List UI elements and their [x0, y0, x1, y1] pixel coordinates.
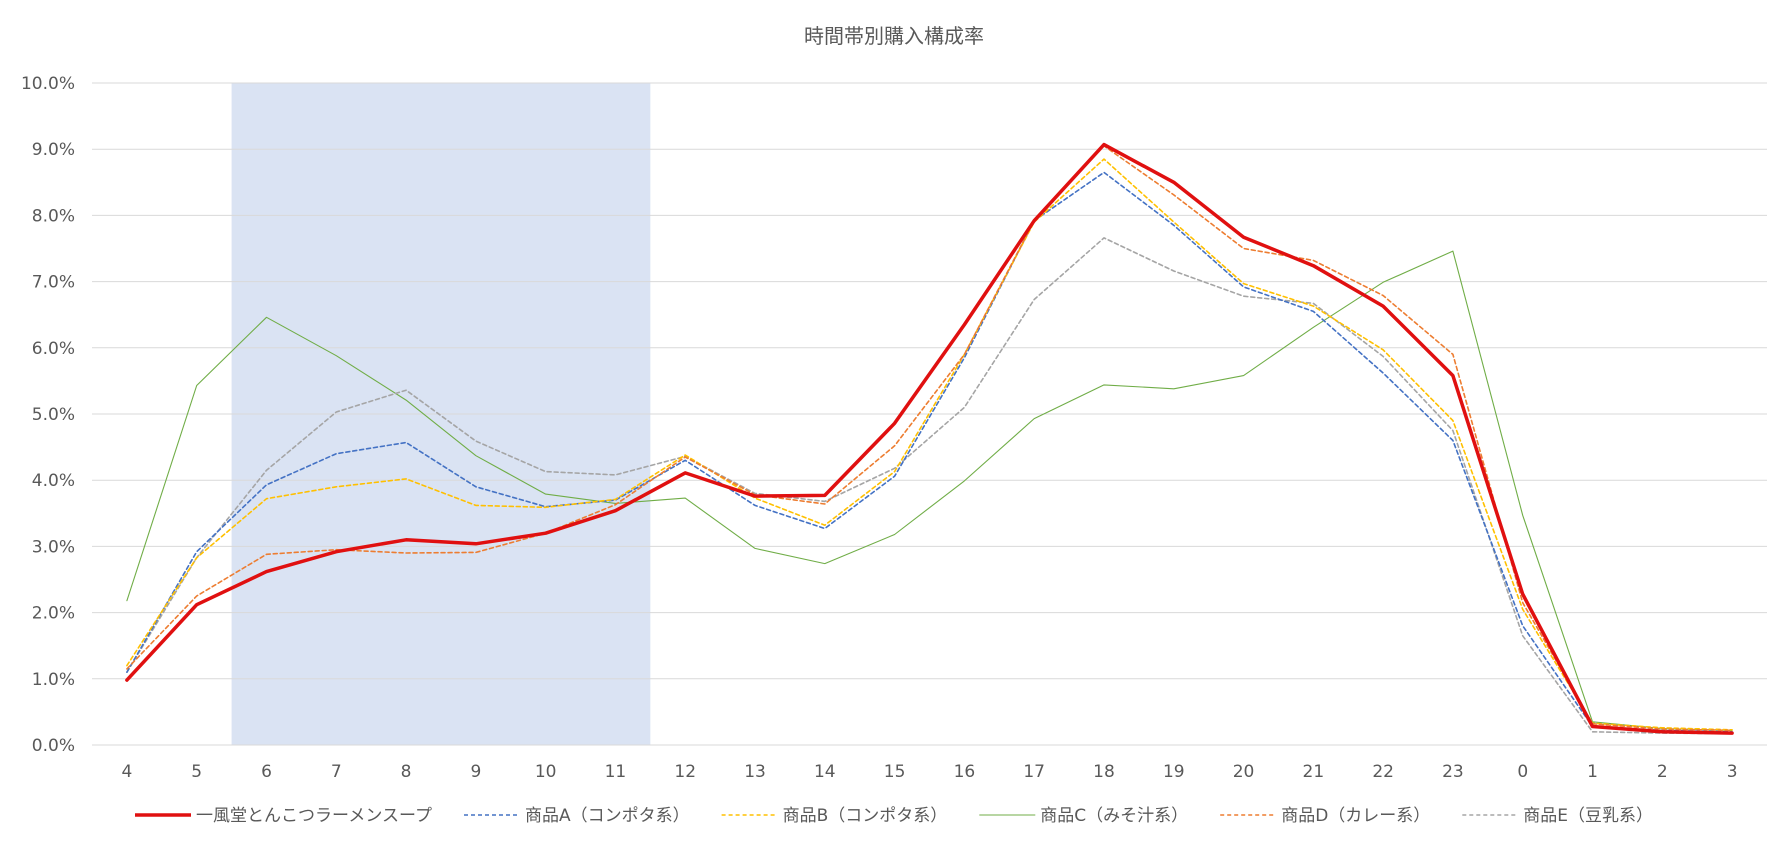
x-tick-label: 1: [1587, 762, 1598, 782]
x-tick-label: 5: [191, 762, 202, 782]
x-tick-label: 7: [331, 762, 342, 782]
y-tick-label: 9.0%: [32, 140, 75, 160]
x-tick-label: 0: [1517, 762, 1528, 782]
x-tick-label: 3: [1727, 762, 1738, 782]
x-tick-label: 14: [814, 762, 836, 782]
x-tick-label: 9: [470, 762, 481, 782]
series-line-4: [126, 145, 1733, 732]
legend-label: 商品A（コンポタ系）: [525, 806, 690, 826]
y-tick-label: 3.0%: [32, 537, 75, 557]
x-tick-label: 15: [884, 762, 906, 782]
x-axis-tick-labels: 4 5 6 7 8 9 10 11 12 13 14 15 16 17 18 19 20 21 22 23 0 1 2 3: [121, 762, 1737, 782]
series-line-2: [126, 158, 1733, 731]
x-tick-label: 17: [1023, 762, 1045, 782]
x-tick-label: 23: [1442, 762, 1464, 782]
x-tick-label: 16: [954, 762, 976, 782]
legend-label: 商品D（カレー系）: [1281, 806, 1430, 826]
legend-item-3: 商品C（みそ汁系）: [979, 806, 1188, 826]
y-tick-label: 8.0%: [32, 206, 75, 226]
legend-label: 一風堂とんこつラーメンスープ: [196, 806, 432, 826]
x-tick-label: 20: [1233, 762, 1255, 782]
legend-label: 商品C（みそ汁系）: [1040, 806, 1188, 826]
x-tick-label: 6: [261, 762, 272, 782]
series-line-3: [126, 250, 1733, 731]
series-lines: [125, 142, 1734, 735]
x-tick-label: 8: [401, 762, 412, 782]
y-tick-label: 0.0%: [32, 736, 75, 756]
x-tick-label: 12: [674, 762, 696, 782]
legend-item-2: 商品B（コンポタ系）: [721, 806, 948, 826]
series-line-0: [125, 142, 1734, 735]
x-tick-label: 10: [535, 762, 557, 782]
y-tick-label: 5.0%: [32, 405, 75, 425]
y-tick-label: 10.0%: [21, 74, 75, 94]
x-tick-label: 4: [121, 762, 132, 782]
gridlines: [92, 82, 1767, 746]
legend-item-4: 商品D（カレー系）: [1220, 806, 1430, 826]
legend-item-0: 一風堂とんこつラーメンスープ: [135, 806, 432, 826]
x-tick-label: 11: [605, 762, 627, 782]
x-tick-label: 21: [1303, 762, 1325, 782]
x-tick-label: 18: [1093, 762, 1115, 782]
y-tick-label: 7.0%: [32, 273, 75, 293]
x-tick-label: 19: [1163, 762, 1185, 782]
y-tick-label: 2.0%: [32, 604, 75, 624]
x-tick-label: 22: [1372, 762, 1394, 782]
legend-item-5: 商品E（豆乳系）: [1462, 806, 1653, 826]
legend-label: 商品B（コンポタ系）: [783, 806, 948, 826]
series-line-1: [126, 171, 1733, 733]
y-axis-tick-labels: 0.0% 1.0% 2.0% 3.0% 4.0% 5.0% 6.0% 7.0% 8.0% 9.0%…: [21, 74, 75, 756]
x-tick-label: 13: [744, 762, 766, 782]
x-tick-label: 2: [1657, 762, 1668, 782]
chart-title: 時間帯別購入構成率: [804, 24, 984, 48]
legend-label: 商品E（豆乳系）: [1523, 806, 1653, 826]
legend-item-1: 商品A（コンポタ系）: [464, 806, 690, 826]
y-tick-label: 1.0%: [32, 670, 75, 690]
series-line-5: [126, 237, 1733, 735]
legend: 一風堂とんこつラーメンスープ 商品A（コンポタ系） 商品B（コンポタ系） 商品C（みそ…: [135, 806, 1653, 826]
y-tick-label: 4.0%: [32, 471, 75, 491]
y-tick-label: 6.0%: [32, 339, 75, 359]
